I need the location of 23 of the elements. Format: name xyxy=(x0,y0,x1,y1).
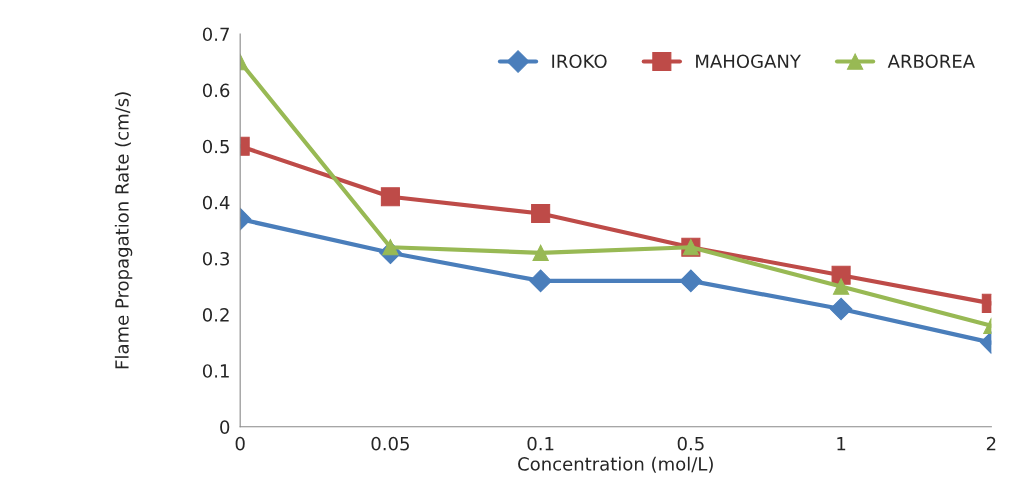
x-tick-label: 1 xyxy=(837,437,846,451)
x-tick-label: 2 xyxy=(986,436,996,451)
y-tick-label: 0.7 xyxy=(202,27,229,42)
y-tick-label: 0.1 xyxy=(202,364,229,378)
y-tick-label: 0.4 xyxy=(202,195,230,210)
x-tick-label: 0.5 xyxy=(677,436,704,451)
legend-label: IROKO xyxy=(552,54,607,69)
point xyxy=(531,203,551,224)
point xyxy=(532,244,549,261)
y-tick-label: 0.6 xyxy=(202,83,230,98)
x-tick-label: 0.1 xyxy=(527,436,554,451)
point xyxy=(529,269,552,293)
legend-label: MAHOGANY xyxy=(696,54,801,69)
x-axis-title: Concentration (mol/L) xyxy=(518,456,713,473)
y-tick-label: 0.5 xyxy=(202,139,229,154)
y-axis-title: Flame Propagation Rate (cm/s) xyxy=(114,92,133,369)
y-tick-label: 0 xyxy=(220,420,230,434)
y-tick-label: 0.3 xyxy=(202,251,229,266)
legend-label: ARBOREA xyxy=(887,54,975,69)
x-tick-label: 0.05 xyxy=(371,436,409,451)
point xyxy=(679,269,703,293)
y-tick-label: 0.2 xyxy=(202,308,229,322)
x-tick-label: 0 xyxy=(235,436,245,451)
